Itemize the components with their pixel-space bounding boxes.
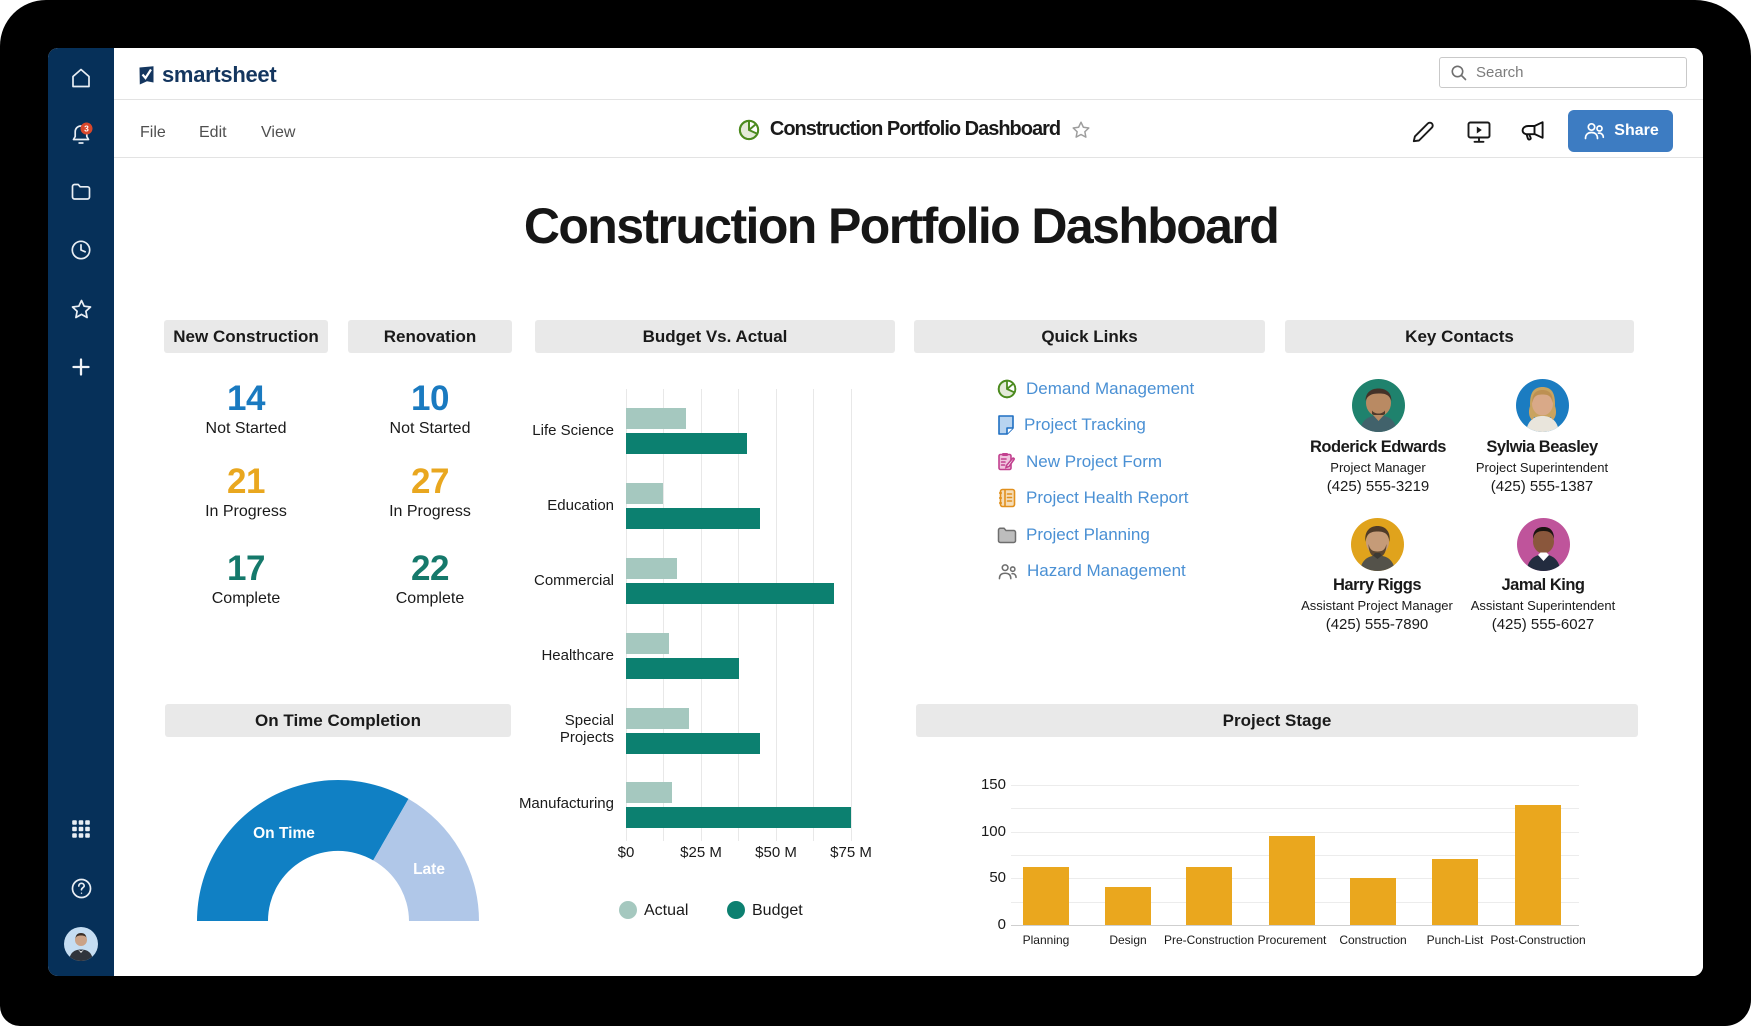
svg-text:3: 3 [84,123,89,133]
svg-text:On Time: On Time [253,825,315,842]
svg-text:Late: Late [413,861,445,878]
